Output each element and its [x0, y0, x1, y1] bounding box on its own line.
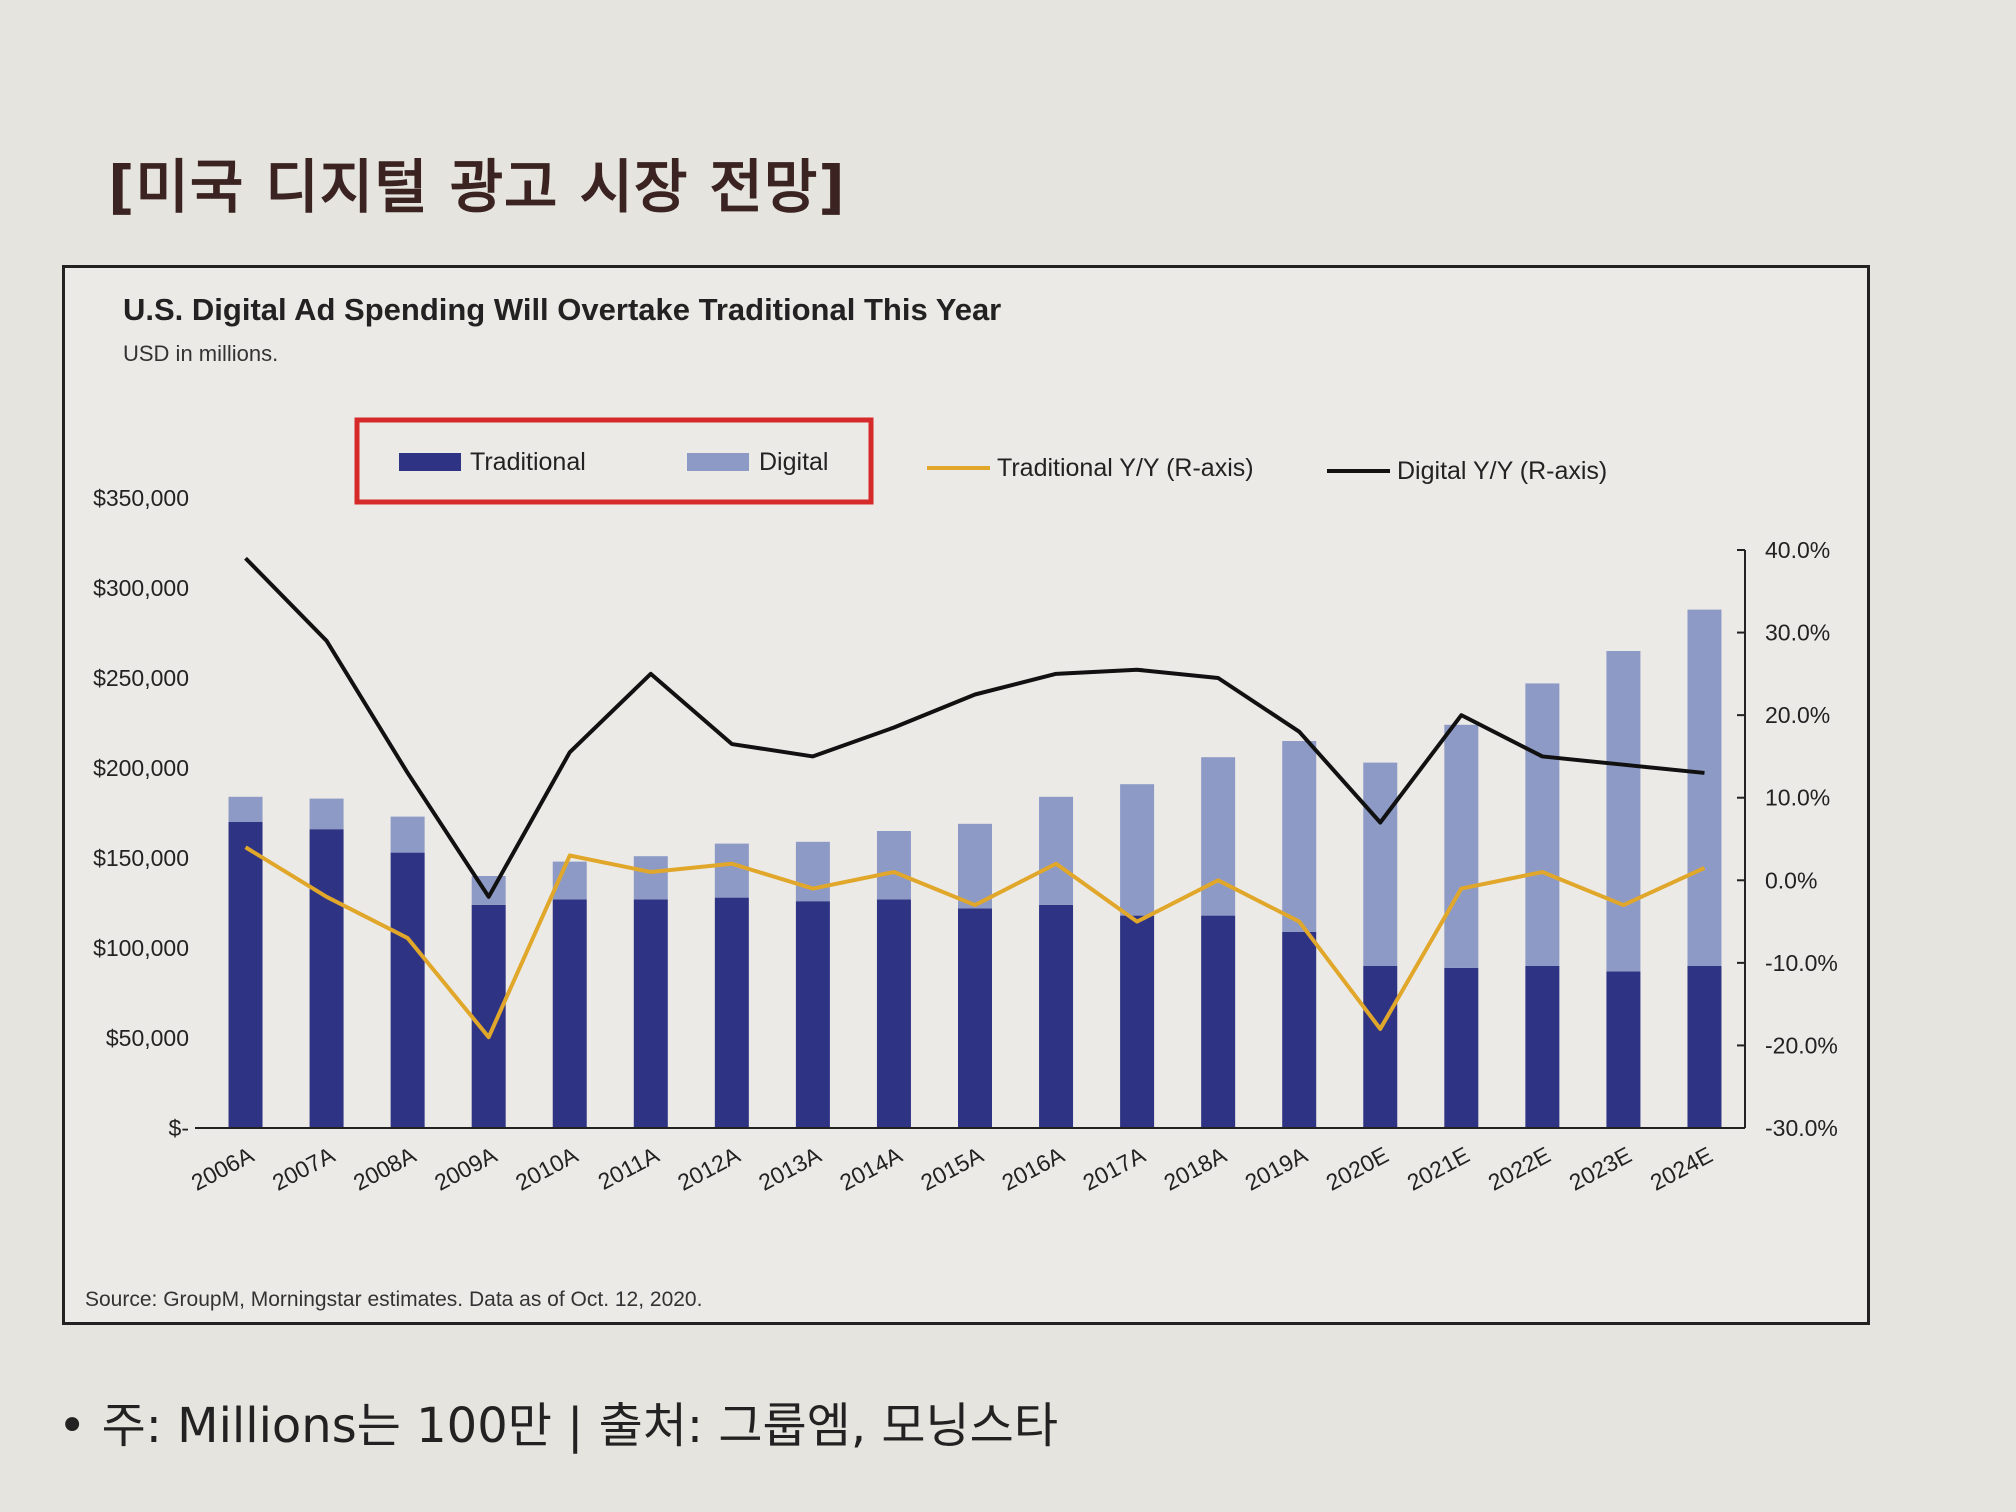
left-axis-tick-label: $250,000	[93, 665, 189, 691]
page-title: [미국 디지털 광고 시장 전망]	[108, 153, 846, 221]
bar-traditional	[1687, 966, 1722, 1128]
bar-traditional	[633, 899, 668, 1128]
x-axis-tick-label: 2020E	[1322, 1141, 1393, 1195]
bar-traditional	[1120, 915, 1155, 1128]
left-axis-tick-label: $-	[169, 1115, 189, 1141]
legend-swatch-digital	[687, 453, 749, 471]
chart-source: Source: GroupM, Morningstar estimates. D…	[85, 1288, 702, 1311]
legend-label-traditional-yy: Traditional Y/Y (R-axis)	[997, 454, 1254, 482]
bar-digital	[876, 831, 911, 900]
bar-digital	[1120, 784, 1155, 916]
bar-traditional	[309, 829, 344, 1128]
bar-digital	[1363, 762, 1398, 966]
chart-title: U.S. Digital Ad Spending Will Overtake T…	[123, 292, 1001, 327]
bar-traditional	[228, 822, 263, 1128]
bar-traditional	[471, 904, 506, 1128]
bar-digital	[1687, 609, 1722, 966]
bar-digital	[1039, 796, 1074, 905]
left-axis: $- $50,000 $100,000 $150,000 $200,000 $250,00…	[93, 485, 189, 1141]
bar-digital	[633, 856, 668, 900]
left-axis-tick-label: $300,000	[93, 575, 189, 601]
right-axis-tick-label: 20.0%	[1765, 702, 1830, 728]
x-axis-tick-label: 2010A	[511, 1141, 583, 1195]
bar-traditional	[1282, 931, 1317, 1128]
bar-digital	[228, 796, 263, 822]
x-axis-tick-label: 2022E	[1484, 1141, 1555, 1195]
bar-digital	[958, 823, 992, 909]
x-axis-tick-label: 2011A	[594, 1141, 664, 1195]
x-axis-tick-label: 2013A	[754, 1141, 826, 1195]
footnote: • 주: Millions는 100만 | 출처: 그룹엠, 모닝스타	[58, 1398, 1058, 1454]
right-axis: -30.0% -20.0% -10.0% 0.0% 10.0% 20.0% 30.0% 40.…	[1737, 537, 1838, 1141]
bar-traditional	[795, 901, 830, 1128]
bar-digital	[309, 798, 344, 830]
x-axis-tick-label: 2009A	[430, 1141, 502, 1195]
right-axis-tick-label: 10.0%	[1765, 785, 1830, 811]
x-axis-tick-label: 2018A	[1160, 1141, 1232, 1195]
bar-digital	[1525, 683, 1560, 966]
legend-highlight-box	[354, 417, 874, 505]
bar-digital	[1606, 651, 1641, 972]
x-axis-tick-label: 2024E	[1646, 1141, 1717, 1195]
chart-svg: U.S. Digital Ad Spending Will Overtake T…	[85, 292, 1838, 1311]
left-axis-tick-label: $50,000	[106, 1025, 189, 1051]
right-axis-tick-label: -10.0%	[1765, 950, 1838, 976]
bar-digital	[1282, 741, 1317, 932]
right-axis-tick-label: 40.0%	[1765, 537, 1830, 563]
bar-traditional	[1201, 915, 1236, 1128]
bar-traditional	[1444, 967, 1479, 1128]
bar-digital	[1444, 724, 1479, 968]
left-axis-tick-label: $100,000	[93, 935, 189, 961]
bars	[228, 609, 1722, 1128]
x-axis-tick-label: 2015A	[916, 1141, 988, 1195]
bar-digital	[1201, 757, 1236, 916]
x-axis-tick-label: 2008A	[349, 1141, 421, 1195]
left-axis-tick-label: $150,000	[93, 845, 189, 871]
x-axis-tick-label: 2016A	[997, 1141, 1069, 1195]
lines	[244, 556, 1706, 1040]
chart-subtitle: USD in millions.	[123, 341, 278, 366]
right-axis-tick-label: -20.0%	[1765, 1032, 1838, 1058]
right-axis-tick-label: 30.0%	[1765, 620, 1830, 646]
left-axis-tick-label: $200,000	[93, 755, 189, 781]
x-axis-tick-label: 2012A	[673, 1141, 745, 1195]
bar-traditional	[958, 908, 992, 1128]
legend: Traditional Digital Traditional Y/Y (R-a…	[354, 417, 1607, 505]
right-axis-tick-label: 0.0%	[1765, 867, 1817, 893]
bar-digital	[795, 841, 830, 902]
bar-traditional	[1039, 904, 1074, 1128]
bar-traditional	[1363, 966, 1398, 1128]
line-digital-yy	[244, 556, 1705, 899]
bar-traditional	[552, 899, 587, 1128]
legend-label-digital-yy: Digital Y/Y (R-axis)	[1397, 457, 1607, 485]
bar-digital	[714, 843, 749, 898]
x-axis-tick-label: 2017A	[1079, 1141, 1151, 1195]
x-axis-tick-label: 2006A	[187, 1141, 259, 1195]
bar-traditional	[390, 852, 425, 1128]
x-axis-tick-label: 2019A	[1241, 1141, 1313, 1195]
right-axis-tick-label: -30.0%	[1765, 1115, 1838, 1141]
bar-traditional	[1606, 971, 1641, 1128]
bar-traditional	[1525, 966, 1560, 1128]
bar-traditional	[876, 899, 911, 1128]
bar-digital	[390, 816, 425, 853]
x-axis-tick-label: 2021E	[1403, 1141, 1474, 1195]
line-traditional-yy	[244, 845, 1706, 1040]
legend-label-digital: Digital	[759, 448, 828, 476]
x-axis-tick-label: 2014A	[835, 1141, 907, 1195]
legend-label-traditional: Traditional	[470, 448, 586, 476]
left-axis-tick-label: $350,000	[93, 485, 189, 511]
legend-swatch-traditional	[399, 453, 461, 471]
x-axis: 2006A 2007A 2008A 2009A 2010A 2011A 2012A 2013A…	[187, 1127, 1745, 1196]
x-axis-tick-label: 2023E	[1565, 1141, 1636, 1195]
bar-traditional	[714, 897, 749, 1128]
x-axis-tick-label: 2007A	[268, 1141, 340, 1195]
chart-frame: U.S. Digital Ad Spending Will Overtake T…	[62, 265, 1870, 1325]
